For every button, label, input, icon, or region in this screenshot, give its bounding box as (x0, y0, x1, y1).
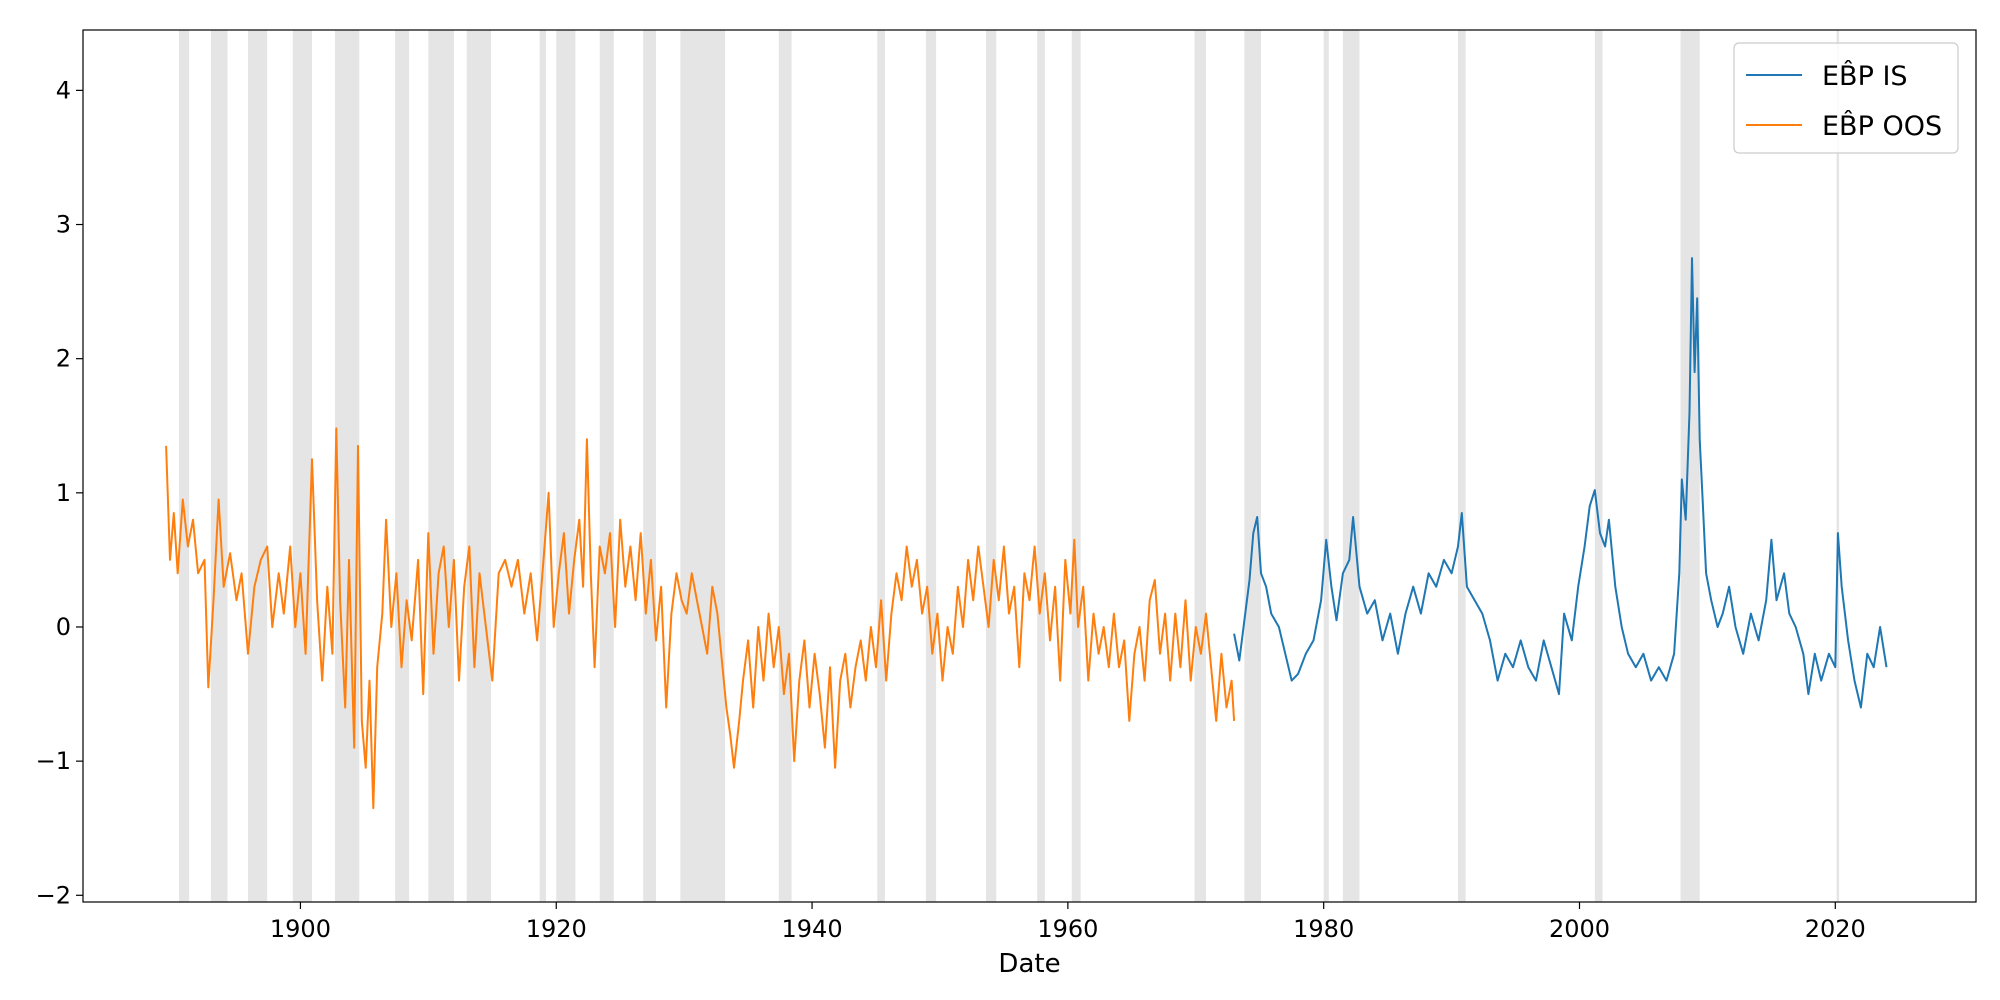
x-tick-label-1940: 1940 (782, 915, 843, 943)
recession-band-5 (395, 30, 410, 902)
recession-band-25 (1680, 30, 1700, 902)
x-tick-label-2020: 2020 (1805, 915, 1866, 943)
y-tick-label-3: 3 (56, 211, 71, 239)
x-tick-label-1900: 1900 (270, 915, 331, 943)
series-line-1 (165, 427, 1236, 810)
recession-band-16 (986, 30, 997, 902)
y-tick-label-1: 1 (56, 479, 71, 507)
y-tick-label-0: 0 (56, 613, 71, 641)
recession-band-6 (428, 30, 454, 902)
legend: EB̂P IS EB̂P OOS (1733, 42, 1959, 154)
recession-band-22 (1342, 30, 1360, 902)
x-axis-label: Date (998, 949, 1060, 979)
recession-band-2 (247, 30, 268, 902)
y-tick-label-2: 2 (56, 345, 71, 373)
recession-band-23 (1457, 30, 1466, 902)
plot-frame (82, 29, 1977, 903)
y-axis: −2 −1 0 1 2 3 4 (36, 76, 83, 909)
recession-band-0 (178, 30, 190, 902)
recession-band-7 (466, 30, 492, 902)
recession-band-10 (599, 30, 614, 902)
recession-shading (178, 30, 1840, 902)
y-tick-label-4: 4 (56, 76, 71, 104)
x-tick-label-2000: 2000 (1549, 915, 1610, 943)
series-lines (165, 257, 1888, 810)
legend-label-0: EB̂P IS (1822, 60, 1908, 92)
recession-band-24 (1594, 30, 1603, 902)
x-tick-label-1980: 1980 (1293, 915, 1354, 943)
recession-band-8 (539, 30, 547, 902)
x-axis: 1900 1920 1940 1960 1980 2000 2020 (270, 902, 1866, 943)
y-tick-label--2: −2 (36, 881, 71, 909)
recession-band-3 (292, 30, 312, 902)
recession-band-15 (925, 30, 937, 902)
recession-band-18 (1071, 30, 1081, 902)
x-tick-label-1960: 1960 (1037, 915, 1098, 943)
series-line-0 (1233, 257, 1888, 709)
recession-band-14 (877, 30, 885, 902)
recession-band-20 (1244, 30, 1262, 902)
x-tick-label-1920: 1920 (526, 915, 587, 943)
recession-band-13 (778, 30, 792, 902)
recession-band-11 (643, 30, 657, 902)
recession-band-4 (334, 30, 360, 902)
legend-label-1: EB̂P OOS (1822, 110, 1942, 142)
recession-band-21 (1323, 30, 1329, 902)
recession-band-26 (1836, 30, 1840, 902)
recession-band-1 (210, 30, 228, 902)
recession-band-19 (1194, 30, 1207, 902)
recession-band-12 (680, 30, 726, 902)
y-tick-label--1: −1 (36, 747, 71, 775)
recession-band-9 (556, 30, 576, 902)
recession-band-17 (1037, 30, 1045, 902)
